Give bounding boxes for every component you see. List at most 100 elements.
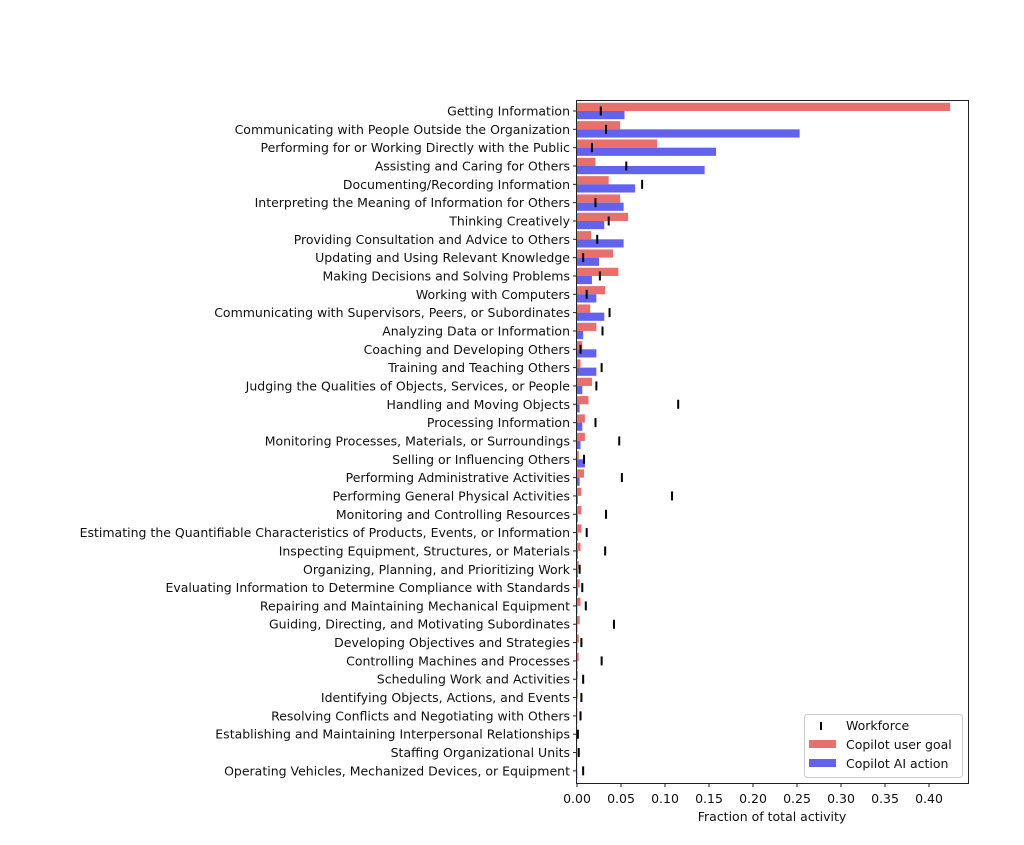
x-tick-label: 0.00 [563, 791, 591, 806]
y-tick-label: Working with Computers [416, 287, 570, 302]
x-tick-label: 0.15 [695, 791, 723, 806]
y-tick-label: Staffing Organizational Units [391, 745, 570, 760]
user-goal-bar [577, 231, 591, 239]
y-tick-label: Interpreting the Meaning of Information … [255, 195, 570, 210]
workforce-marker [605, 125, 607, 134]
workforce-marker [586, 528, 588, 537]
user-goal-bar [577, 268, 618, 276]
user-goal-bar [577, 121, 620, 129]
user-goal-bar [577, 634, 579, 642]
ai-action-bar [577, 478, 580, 486]
y-tick-label: Getting Information [447, 104, 570, 119]
y-tick-label: Establishing and Maintaining Interperson… [215, 727, 570, 742]
y-tick-label: Controlling Machines and Processes [346, 653, 570, 668]
y-tick-label: Identifying Objects, Actions, and Events [321, 690, 570, 705]
y-tick-labels: Getting Information Communicating with Pe… [80, 104, 577, 779]
ai-action-bar [577, 368, 596, 376]
workforce-marker [601, 656, 603, 665]
user-goal-bar [577, 286, 605, 294]
x-tick-label: 0.20 [739, 791, 767, 806]
workforce-marker [596, 235, 598, 244]
legend-workforce-marker [820, 722, 822, 730]
user-goal-bar [577, 414, 585, 422]
legend: Workforce Copilot user goal Copilot AI a… [805, 715, 963, 778]
x-tick-label: 0.35 [871, 791, 899, 806]
y-tick-label: Communicating with People Outside the Or… [235, 122, 570, 137]
workforce-marker [585, 601, 587, 610]
y-tick-label: Assisting and Caring for Others [375, 158, 570, 173]
workforce-marker [583, 455, 585, 464]
user-goal-bar [577, 176, 609, 184]
y-tick-label: Guiding, Directing, and Motivating Subor… [269, 617, 570, 632]
ai-action-bar [577, 148, 716, 156]
workforce-marker [613, 620, 615, 629]
x-tick-label: 0.30 [827, 791, 855, 806]
workforce-marker [671, 491, 673, 500]
y-tick-label: Coaching and Developing Others [364, 342, 570, 357]
y-tick-label: Handling and Moving Objects [386, 397, 570, 412]
y-tick-label: Selling or Influencing Others [392, 452, 570, 467]
workforce-marker [577, 730, 579, 739]
ai-action-bar [577, 404, 580, 412]
y-tick-label: Monitoring and Controlling Resources [336, 507, 570, 522]
workforce-marker [600, 107, 602, 116]
user-goal-bar [577, 359, 581, 367]
ai-action-bar [577, 313, 604, 321]
legend-workforce-label: Workforce [846, 718, 909, 733]
legend-ai-action-label: Copilot AI action [846, 756, 948, 771]
y-tick-label: Making Decisions and Solving Problems [322, 268, 570, 283]
ai-action-bar [577, 514, 578, 522]
y-tick-label: Updating and Using Relevant Knowledge [315, 250, 570, 265]
user-goal-bar [577, 323, 596, 331]
y-tick-label: Inspecting Equipment, Structures, or Mat… [279, 543, 570, 558]
ai-action-bar [577, 386, 582, 394]
y-tick-label: Monitoring Processes, Materials, or Surr… [265, 433, 570, 448]
ai-action-bar [577, 221, 604, 229]
ai-action-bar [577, 129, 800, 137]
workforce-marker [604, 546, 606, 555]
y-tick-label: Evaluating Information to Determine Comp… [165, 580, 570, 595]
x-tick-label: 0.40 [915, 791, 943, 806]
workforce-marker [586, 290, 588, 299]
x-tick-label: 0.10 [651, 791, 679, 806]
y-tick-label: Performing Administrative Activities [346, 470, 570, 485]
ai-action-bar [577, 331, 583, 339]
x-axis-label: Fraction of total activity [698, 809, 847, 824]
user-goal-bar [577, 524, 581, 532]
ai-action-bar [577, 239, 624, 247]
workforce-marker [580, 638, 582, 647]
workforce-marker [591, 143, 593, 152]
workforce-marker [580, 345, 582, 354]
workforce-marker [594, 418, 596, 427]
workforce-marker [641, 180, 643, 189]
workforce-marker [602, 326, 604, 335]
workforce-marker [580, 711, 582, 720]
user-goal-bar [577, 158, 595, 166]
ai-action-bar [577, 569, 578, 577]
workforce-marker [625, 161, 627, 170]
workforce-marker [609, 308, 611, 317]
workforce-marker [582, 675, 584, 684]
workforce-marker [581, 583, 583, 592]
workforce-marker [578, 748, 580, 757]
y-tick-label: Providing Consultation and Advice to Oth… [294, 232, 570, 247]
x-tick-label: 0.05 [607, 791, 635, 806]
user-goal-bar [577, 213, 628, 221]
ai-action-bar [577, 588, 578, 596]
user-goal-bar [577, 561, 579, 569]
workforce-marker [594, 198, 596, 207]
ai-action-bar [577, 441, 581, 449]
workforce-marker [677, 400, 679, 409]
legend-user-goal-label: Copilot user goal [846, 737, 952, 752]
user-goal-bar [577, 543, 581, 551]
user-goal-bar [577, 139, 657, 147]
y-tick-label: Communicating with Supervisors, Peers, o… [214, 305, 570, 320]
user-goal-bar [577, 579, 580, 587]
user-goal-bar [577, 488, 581, 496]
y-tick-label: Training and Teaching Others [387, 360, 570, 375]
user-goal-bar [577, 653, 579, 661]
user-goal-bar [577, 506, 581, 514]
y-tick-label: Documenting/Recording Information [343, 177, 570, 192]
